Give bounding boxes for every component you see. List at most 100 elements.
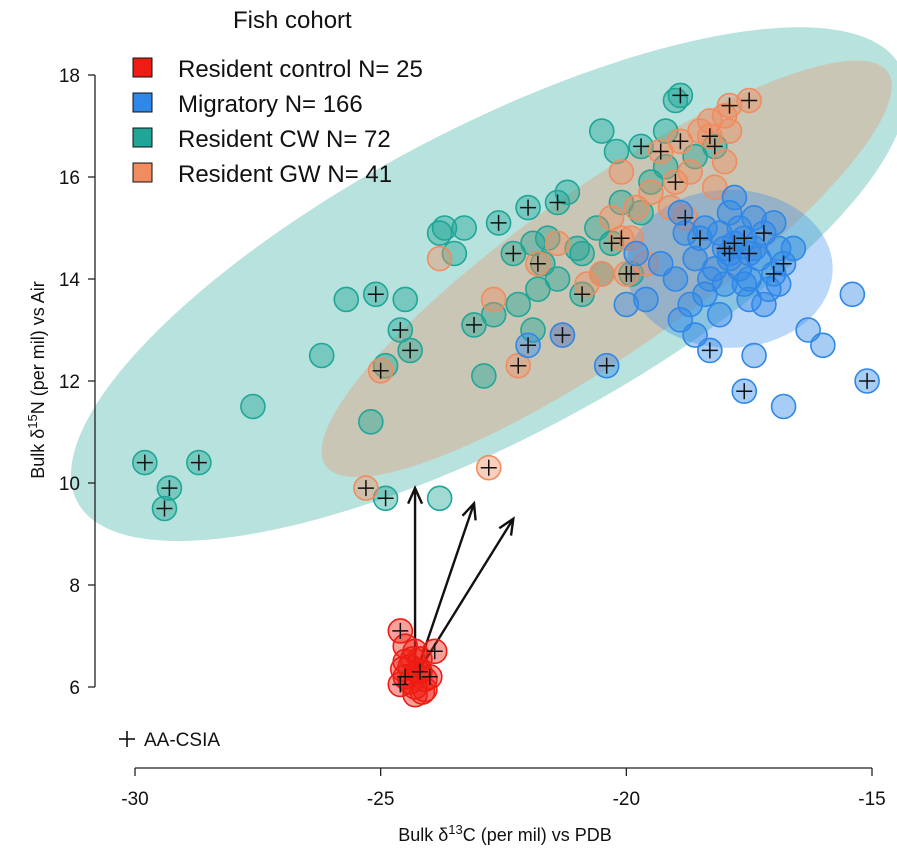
aa-csia-marker xyxy=(505,245,522,262)
data-point-migratory xyxy=(667,199,694,226)
aa-csia-marker xyxy=(529,255,546,272)
data-point-resident-cw xyxy=(240,393,266,420)
data-point-migratory xyxy=(736,286,762,313)
aa-csia-marker xyxy=(190,454,207,471)
data-point-resident-gw xyxy=(480,286,507,313)
data-point-resident-gw xyxy=(544,230,571,257)
aa-csia-marker-icon xyxy=(119,731,135,747)
data-point-migratory xyxy=(736,266,762,292)
data-point-resident-cw xyxy=(451,215,477,241)
legend-entry: Migratory N= 166 xyxy=(132,91,363,118)
legend-swatch xyxy=(132,57,153,78)
data-point-resident-cw xyxy=(426,485,453,512)
data-point-resident-gw xyxy=(638,179,664,206)
data-point-migratory xyxy=(716,199,743,226)
arrow-head xyxy=(498,516,515,536)
data-point-resident-cw xyxy=(652,118,679,144)
legend-entry: Resident control N= 25 xyxy=(132,56,423,83)
x-axis-title: Bulk δ13C (per mil) vs PDB xyxy=(398,822,612,845)
legend-swatch xyxy=(132,92,153,113)
data-point-migratory xyxy=(741,205,767,231)
aa-csia-marker xyxy=(392,322,409,338)
data-point-migratory xyxy=(726,255,753,282)
aa-csia-marker xyxy=(421,668,438,685)
aa-csia-marker xyxy=(859,373,876,389)
aa-csia-marker xyxy=(392,622,409,639)
data-point-resident-control xyxy=(389,656,416,682)
data-point-migratory xyxy=(731,271,758,297)
aa-csia-marker xyxy=(520,199,537,216)
aa-csia-marker xyxy=(156,500,173,517)
data-point-migratory xyxy=(647,250,674,277)
x-tick-label: -30 xyxy=(121,789,148,810)
data-point-resident-gw xyxy=(677,159,704,185)
x-tick-label: -15 xyxy=(858,789,885,810)
shift-arrow xyxy=(414,516,515,678)
aa-csia-marker xyxy=(775,255,792,272)
data-point-resident-cw xyxy=(426,220,453,246)
aa-csia-marker xyxy=(598,357,615,374)
data-point-migratory xyxy=(726,215,753,241)
x-tick-label: -20 xyxy=(613,789,640,810)
aa-csia-marker xyxy=(618,265,635,282)
data-point-resident-cw xyxy=(308,342,335,369)
aa-csia-marker xyxy=(672,87,689,104)
data-point-resident-cw xyxy=(392,286,419,313)
aa-csia-marker xyxy=(701,128,718,145)
data-point-migratory xyxy=(692,281,718,308)
aa-csia-marker xyxy=(574,286,591,303)
legend-label: Resident GW N= 41 xyxy=(178,161,392,188)
aa-csia-marker xyxy=(755,225,772,242)
data-point-resident-cw xyxy=(569,240,595,267)
data-point-resident-gw xyxy=(574,271,600,297)
aa-csia-marker xyxy=(549,194,566,211)
x-tick-label: -25 xyxy=(367,789,394,810)
legend-entry: Resident GW N= 41 xyxy=(132,161,392,188)
y-tick-label: 18 xyxy=(59,66,80,87)
data-point-resident-cw xyxy=(608,189,635,216)
data-point-resident-cw xyxy=(603,138,630,165)
data-point-migratory xyxy=(810,332,836,359)
aa-csia-marker xyxy=(603,235,620,252)
aa-csia-marker xyxy=(716,240,733,257)
data-point-migratory xyxy=(765,271,792,297)
y-tick-label: 16 xyxy=(59,168,80,189)
data-point-migratory xyxy=(741,342,767,369)
aa-csia-marker xyxy=(741,92,758,109)
data-point-resident-cw xyxy=(358,408,384,435)
aa-csia-marker xyxy=(726,235,743,252)
y-tick-label: 14 xyxy=(59,270,81,291)
aa-csia-marker xyxy=(765,265,782,282)
aa-csia-marker xyxy=(633,138,650,155)
legend-label: Migratory N= 166 xyxy=(178,91,363,118)
aa-csia-marker xyxy=(161,480,178,497)
y-tick-label: 8 xyxy=(69,576,80,597)
aa-csia-marker xyxy=(402,342,419,359)
data-point-resident-control xyxy=(399,646,426,672)
arrow-layer xyxy=(407,485,515,678)
marker-legend: AA-CSIA xyxy=(119,730,220,751)
aa-csia-marker xyxy=(490,214,507,231)
aa-csia-marker xyxy=(721,97,738,114)
aa-csia-marker xyxy=(426,643,443,660)
aa-csia-marker xyxy=(520,337,537,354)
data-point-migratory xyxy=(780,235,807,262)
data-point-migratory xyxy=(633,286,659,313)
legend-label: Resident CW N= 72 xyxy=(178,126,391,153)
ellipse-resident-gw xyxy=(321,60,892,478)
data-point-migratory xyxy=(692,215,718,241)
legend-title: Fish cohort xyxy=(233,7,352,34)
data-point-migratory xyxy=(741,235,767,262)
data-point-resident-control xyxy=(392,633,419,660)
data-point-migratory xyxy=(613,291,640,318)
aa-csia-marker xyxy=(392,676,409,693)
data-point-resident-gw xyxy=(426,245,453,272)
data-point-resident-cw xyxy=(554,179,581,206)
data-point-resident-gw xyxy=(598,205,625,231)
axes-layer: 6 8 10 12 14 16 18 -30 -25 -20 -15 xyxy=(59,66,886,810)
data-point-migratory xyxy=(751,291,777,318)
aa-csia-marker xyxy=(480,459,497,476)
data-point-resident-cw xyxy=(520,317,546,343)
shift-arrow xyxy=(407,485,424,677)
